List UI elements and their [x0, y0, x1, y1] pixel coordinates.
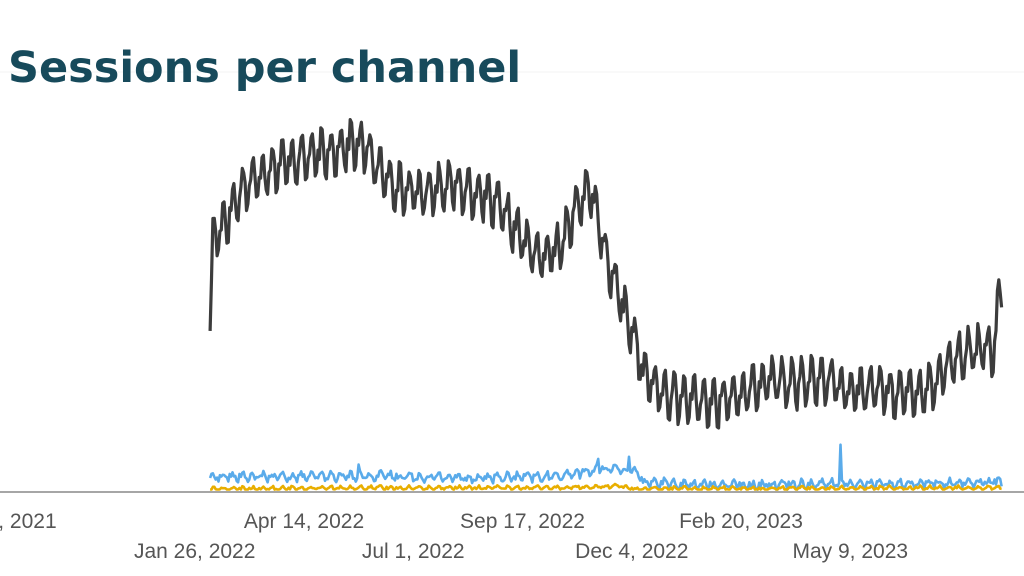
x-tick-label: Feb 20, 2023	[679, 510, 803, 533]
x-tick-label: Apr 14, 2022	[244, 510, 364, 533]
x-tick-label: Sep 9, 2021	[0, 510, 57, 533]
x-tick-label: Jan 26, 2022	[134, 540, 255, 563]
series-line-3	[209, 482, 1002, 491]
x-tick-label: Dec 4, 2022	[575, 540, 688, 563]
series-line-1	[208, 118, 1004, 430]
x-tick-label: May 9, 2023	[793, 540, 909, 563]
x-tick-label: Jul 1, 2022	[362, 540, 465, 563]
plot-area	[208, 118, 1004, 491]
x-tick-label: Sep 17, 2022	[460, 510, 585, 533]
chart-title: Sessions per channel	[8, 43, 521, 93]
x-axis-tick-labels: Sep 9, 2021 Jan 26, 2022 Apr 14, 2022 Jul 1…	[0, 510, 908, 563]
series-line-2	[208, 443, 1003, 491]
